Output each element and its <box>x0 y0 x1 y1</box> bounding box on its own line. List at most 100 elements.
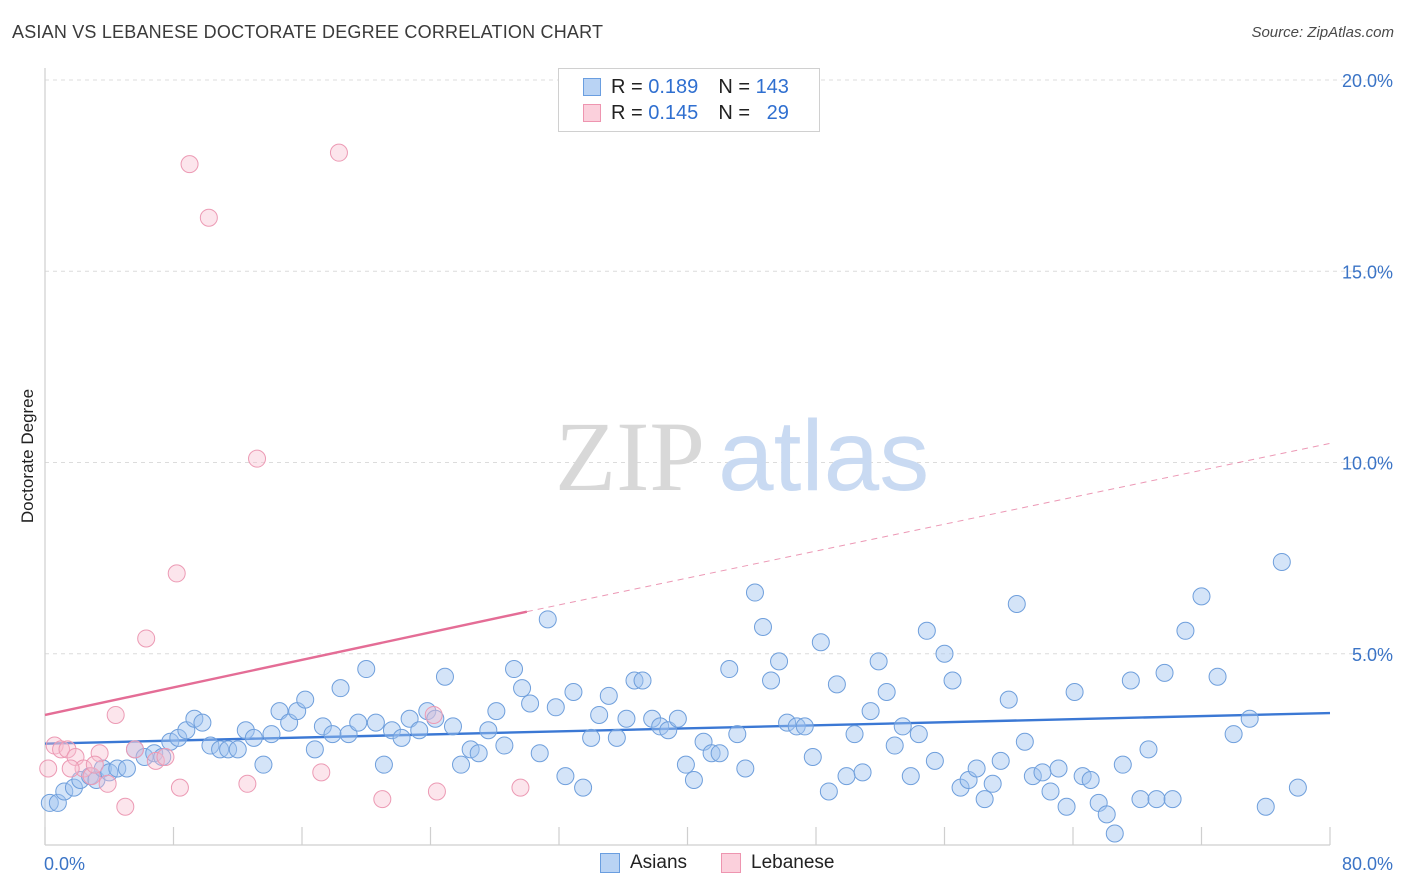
asians-point <box>1049 759 1068 778</box>
y-axis-label: Doctorate Degree <box>18 389 37 523</box>
asians-point <box>668 709 687 728</box>
asians-point <box>1147 790 1166 809</box>
asians-point <box>193 713 212 732</box>
lebanese-point <box>329 143 348 162</box>
asians-point <box>617 709 636 728</box>
asians-point <box>676 755 695 774</box>
asians-point <box>943 671 962 690</box>
lebanese-legend-label: Lebanese <box>751 852 835 873</box>
asians-swatch <box>583 78 601 96</box>
asians-point <box>135 748 154 767</box>
lebanese-point <box>52 740 71 759</box>
asians-point <box>1163 790 1182 809</box>
lebanese-point <box>125 740 144 759</box>
asians-point <box>71 770 90 789</box>
tick-labels: 5.0% 10.0% 15.0% 20.0% 0.0% 80.0% <box>44 71 1393 874</box>
chart-title: ASIAN VS LEBANESE DOCTORATE DEGREE CORRE… <box>12 22 604 42</box>
asians-point <box>1240 709 1259 728</box>
asians-point <box>803 748 822 767</box>
asians-point <box>633 671 652 690</box>
lebanese-point <box>106 705 125 724</box>
asians-point <box>313 717 332 736</box>
lebanese-point <box>424 705 443 724</box>
asians-point <box>983 774 1002 793</box>
asians-point <box>853 763 872 782</box>
lebanese-point <box>511 778 530 797</box>
r-label: R = <box>611 101 643 124</box>
asians-point <box>869 652 888 671</box>
asians-point <box>1081 770 1100 789</box>
asians-point <box>392 728 411 747</box>
asians-point <box>885 736 904 755</box>
asians-point <box>48 793 67 812</box>
x-tick-label-min: 0.0% <box>44 854 85 874</box>
asians-legend-swatch <box>600 853 620 873</box>
asians-point <box>659 721 678 740</box>
asians-point <box>270 702 289 721</box>
asians-point <box>975 790 994 809</box>
axes <box>44 68 1331 846</box>
asians-point <box>1097 805 1116 824</box>
asians-point <box>1208 667 1227 686</box>
lebanese-point <box>427 782 446 801</box>
asians-point <box>893 717 912 736</box>
series-legend: Asians Lebanese <box>600 852 835 874</box>
asians-trend-line <box>44 711 1331 745</box>
asians-point <box>728 725 747 744</box>
asians-point <box>538 610 557 629</box>
lebanese-point <box>90 744 109 763</box>
asians-point <box>837 767 856 786</box>
asians-point <box>745 583 764 602</box>
lebanese-point <box>82 767 101 786</box>
data-points <box>39 143 1307 843</box>
asians-point <box>487 702 506 721</box>
asians-point <box>400 709 419 728</box>
asians-point <box>366 713 385 732</box>
asians-point <box>410 721 429 740</box>
asians-point <box>1155 663 1174 682</box>
asians-point <box>861 702 880 721</box>
lebanese-point <box>312 763 331 782</box>
asians-point <box>1139 740 1158 759</box>
n-value: 29 <box>766 101 789 124</box>
asians-point <box>901 767 920 786</box>
asians-point <box>1288 778 1307 797</box>
asians-point <box>435 667 454 686</box>
lebanese-point <box>146 751 165 770</box>
asians-legend-label: Asians <box>630 852 688 873</box>
lebanese-trend-extension <box>526 442 1331 613</box>
watermark-atlas: atlas <box>718 400 929 512</box>
asians-point <box>374 755 393 774</box>
asians-point <box>530 744 549 763</box>
lebanese-legend-swatch <box>721 853 742 873</box>
asians-point <box>1057 797 1076 816</box>
source-credit: Source: ZipAtlas.com <box>1251 24 1394 41</box>
asians-point <box>599 686 618 705</box>
asians-point <box>1121 671 1140 690</box>
asians-point <box>64 778 83 797</box>
asians-point <box>201 736 220 755</box>
asians-point <box>1131 790 1150 809</box>
lebanese-point <box>199 208 218 227</box>
asians-point <box>108 759 127 778</box>
lebanese-point <box>170 778 189 797</box>
asians-point <box>1224 725 1243 744</box>
n-label: N = <box>718 101 750 124</box>
asians-point <box>1272 552 1291 571</box>
asians-point <box>452 755 471 774</box>
lebanese-point <box>98 774 117 793</box>
correlation-legend: R = 0.189 N = 143 R = 0.145 N = 29 <box>558 68 820 132</box>
lebanese-trend-line <box>44 610 528 717</box>
asians-point <box>1176 621 1195 640</box>
asians-point <box>1007 595 1026 614</box>
asians-point <box>720 660 739 679</box>
asians-point <box>331 679 350 698</box>
asians-point <box>505 660 524 679</box>
lebanese-point <box>85 755 104 774</box>
asians-point <box>710 744 729 763</box>
lebanese-point <box>238 774 257 793</box>
asians-point <box>991 751 1010 770</box>
asians-point <box>117 759 136 778</box>
lebanese-point <box>116 797 135 816</box>
